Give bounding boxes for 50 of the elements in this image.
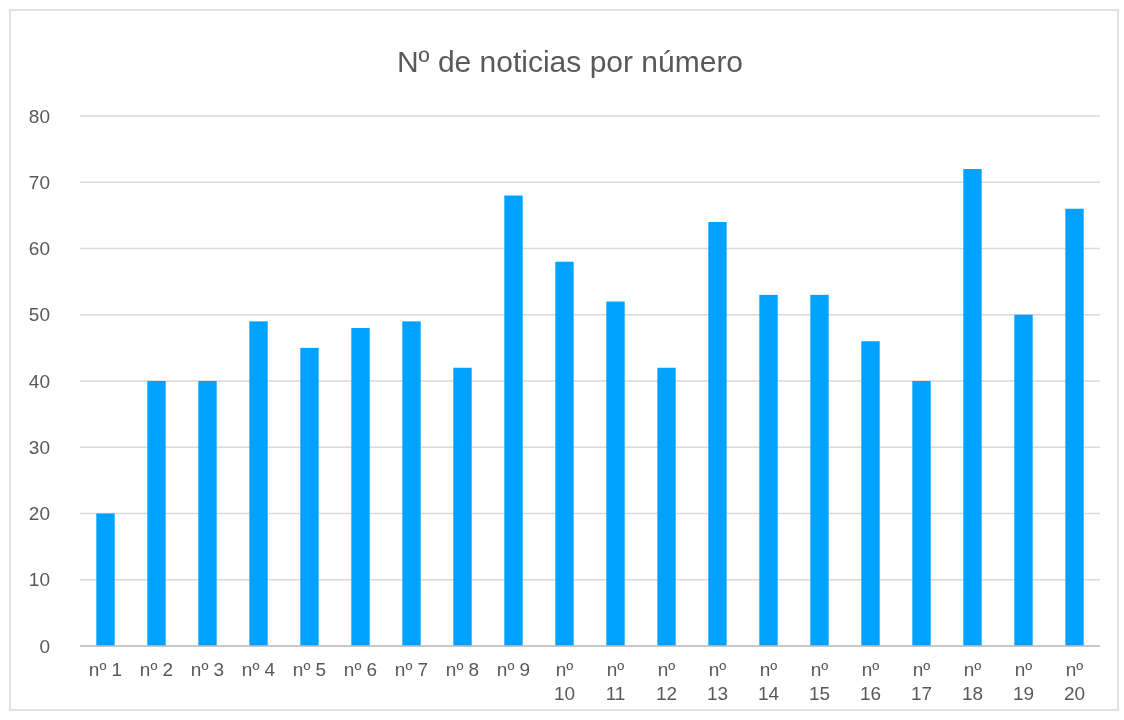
x-tick-label: nº 16 bbox=[859, 659, 882, 704]
y-tick-label: 30 bbox=[28, 436, 50, 458]
bar bbox=[606, 301, 625, 646]
x-tick-label: nº 18 bbox=[961, 659, 984, 704]
x-tick-label: nº 8 bbox=[445, 659, 480, 680]
bar bbox=[147, 381, 166, 646]
y-tick-label: 0 bbox=[39, 635, 50, 657]
bar bbox=[198, 381, 217, 646]
bar bbox=[402, 321, 421, 646]
bar bbox=[96, 513, 115, 646]
bar bbox=[504, 195, 523, 646]
x-tick-label: nº 1 bbox=[88, 659, 123, 680]
y-tick-label: 60 bbox=[28, 238, 50, 260]
x-tick-label: nº 14 bbox=[757, 659, 780, 704]
bar bbox=[1065, 208, 1084, 646]
bar bbox=[1014, 314, 1033, 646]
x-tick-label: nº 19 bbox=[1012, 659, 1035, 704]
x-tick-label: nº 10 bbox=[553, 659, 576, 704]
x-tick-label: nº 12 bbox=[655, 659, 678, 704]
x-tick-label: nº 13 bbox=[706, 659, 729, 704]
bar bbox=[351, 328, 370, 646]
chart-title: Nº de noticias por número bbox=[396, 45, 744, 78]
bar bbox=[657, 367, 676, 646]
x-tick-label: nº 3 bbox=[190, 659, 225, 680]
x-tick-label: nº 9 bbox=[496, 659, 531, 680]
bar bbox=[708, 222, 727, 646]
y-tick-label: 20 bbox=[28, 503, 50, 525]
x-tick-label: nº 5 bbox=[292, 659, 327, 680]
x-tick-label: nº 17 bbox=[910, 659, 933, 704]
bar bbox=[861, 341, 880, 646]
bar bbox=[963, 169, 982, 646]
bar bbox=[912, 381, 931, 646]
x-tick-label: nº 15 bbox=[808, 659, 831, 704]
x-tick-label: nº 6 bbox=[343, 659, 378, 680]
x-tick-label: nº 2 bbox=[139, 659, 174, 680]
x-tick-label: nº 4 bbox=[241, 659, 276, 680]
x-tick-label: nº 20 bbox=[1063, 659, 1086, 704]
y-tick-label: 10 bbox=[28, 569, 50, 591]
y-tick-label: 40 bbox=[28, 370, 50, 392]
x-tick-label: nº 11 bbox=[605, 659, 626, 704]
y-tick-label: 70 bbox=[28, 171, 50, 193]
x-tick-label: nº 7 bbox=[394, 659, 429, 680]
bar bbox=[555, 261, 574, 646]
bar bbox=[759, 294, 778, 646]
bar bbox=[453, 367, 472, 646]
bar bbox=[810, 294, 829, 646]
y-tick-label: 80 bbox=[28, 105, 50, 127]
bar bbox=[300, 347, 319, 646]
bar bbox=[249, 321, 268, 646]
y-tick-label: 50 bbox=[28, 304, 50, 326]
